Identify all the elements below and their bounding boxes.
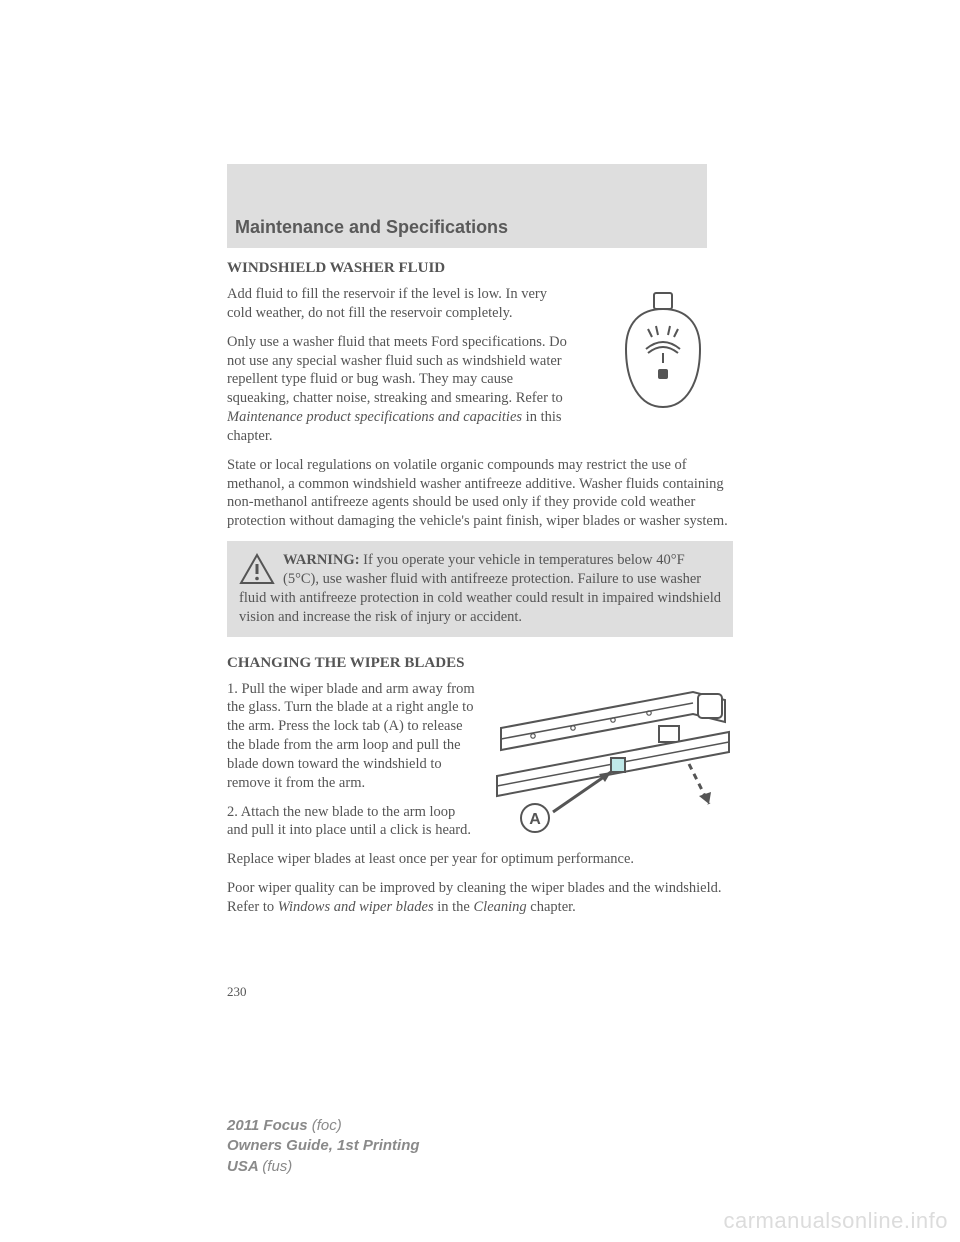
wiper-diagram-icon: A	[493, 680, 733, 840]
warning-box: WARNING: If you operate your vehicle in …	[227, 541, 733, 636]
watermark: carmanualsonline.info	[723, 1208, 948, 1234]
footer-model-code: (foc)	[312, 1117, 342, 1134]
footer-line1: 2011 Focus (foc)	[227, 1116, 420, 1136]
wiper-p4: Poor wiper quality can be improved by cl…	[227, 879, 733, 917]
footer-line3: USA (fus)	[227, 1157, 420, 1177]
footer-region-code: (fus)	[262, 1158, 292, 1175]
page-content: WINDSHIELD WASHER FLUID Add fluid to fil…	[227, 260, 733, 927]
warning-triangle-icon	[239, 553, 275, 585]
wiper-p4-italic1: Windows and wiper blades	[278, 899, 434, 915]
washer-block: Add fluid to fill the reservoir if the l…	[227, 285, 733, 456]
warning-text: WARNING: If you operate your vehicle in …	[239, 551, 721, 626]
wiper-p3: Replace wiper blades at least once per y…	[227, 850, 733, 869]
footer-line2: Owners Guide, 1st Printing	[227, 1136, 420, 1156]
footer-model: 2011 Focus	[227, 1117, 312, 1134]
footer: 2011 Focus (foc) Owners Guide, 1st Print…	[227, 1116, 420, 1177]
footer-region: USA	[227, 1158, 262, 1175]
chapter-header: Maintenance and Specifications	[227, 164, 707, 248]
section-heading-washer: WINDSHIELD WASHER FLUID	[227, 260, 733, 277]
wiper-block: A 1. Pull the wiper blade and arm away f…	[227, 680, 733, 851]
section-heading-wiper: CHANGING THE WIPER BLADES	[227, 655, 733, 672]
wiper-p4b: in the	[434, 899, 474, 915]
warning-label: WARNING:	[283, 552, 360, 568]
diagram-label-a: A	[529, 811, 541, 828]
washer-p2-italic: Maintenance product specifications and c…	[227, 409, 522, 425]
reservoir-icon	[593, 285, 733, 421]
chapter-title: Maintenance and Specifications	[235, 217, 508, 238]
wiper-p4-italic2: Cleaning	[474, 899, 527, 915]
page-number: 230	[227, 984, 247, 1000]
washer-p2a: Only use a washer fluid that meets Ford …	[227, 334, 567, 407]
washer-p3: State or local regulations on volatile o…	[227, 456, 733, 531]
wiper-p4c: chapter.	[527, 899, 576, 915]
